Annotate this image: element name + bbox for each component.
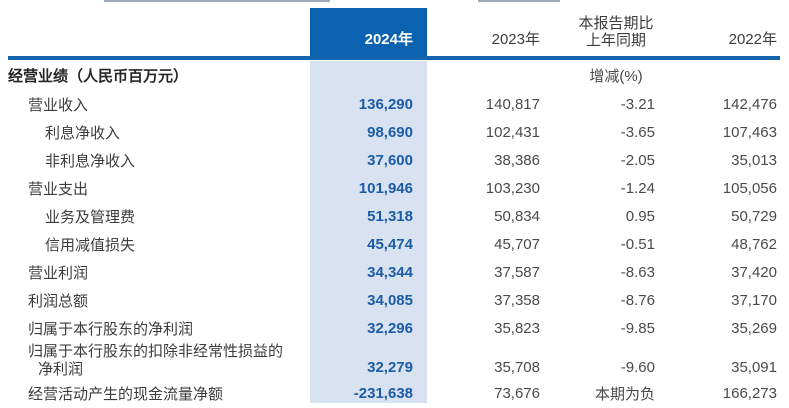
row-label: 营业利润 xyxy=(28,264,89,282)
value-2022: 166,273 xyxy=(722,384,777,402)
value-2024: 34,344 xyxy=(367,263,413,281)
value-change: -3.65 xyxy=(620,123,655,141)
header-divider-line xyxy=(8,56,780,60)
row-label: 营业收入 xyxy=(28,96,89,114)
table-row: 信用减值损失 45,474 45,707 -0.51 48,762 xyxy=(8,230,777,258)
value-2024: 98,690 xyxy=(367,123,413,141)
value-2024: 51,318 xyxy=(367,207,413,225)
value-2022: 35,013 xyxy=(731,151,777,169)
row-label: 利息净收入 xyxy=(45,124,121,142)
column-header-2024: 2024年 xyxy=(364,31,413,48)
value-2022: 107,463 xyxy=(722,123,777,141)
table-row: 经营活动产生的现金流量净额 -231,638 73,676 本期为负 166,273 xyxy=(8,379,777,407)
table-row: 归属于本行股东的净利润 32,296 35,823 -9.85 35,269 xyxy=(8,314,777,342)
value-2022: 35,269 xyxy=(731,319,777,337)
value-2023: 37,358 xyxy=(494,291,540,309)
value-2023: 102,431 xyxy=(485,123,540,141)
value-2022: 35,091 xyxy=(731,359,777,376)
value-2024: -231,638 xyxy=(353,384,413,402)
value-2023: 140,817 xyxy=(485,95,540,113)
value-2023: 35,708 xyxy=(494,359,540,376)
table-row: 营业支出 101,946 103,230 -1.24 105,056 xyxy=(8,174,777,202)
value-change: -1.24 xyxy=(620,179,655,197)
row-label-line2: 净利润 xyxy=(38,360,84,378)
value-2024: 45,474 xyxy=(367,235,413,253)
value-2024: 32,279 xyxy=(367,359,413,376)
column-header-2023: 2023年 xyxy=(491,31,540,48)
value-change: -2.05 xyxy=(620,151,655,169)
value-2022: 48,762 xyxy=(731,235,777,253)
value-2023: 103,230 xyxy=(485,179,540,197)
table-row: 营业收入 136,290 140,817 -3.21 142,476 xyxy=(8,90,777,118)
table-row: 归属于本行股东的扣除非经常性损益的 净利润 32,279 35,708 -9.60 35,… xyxy=(8,342,777,379)
value-2023: 37,587 xyxy=(494,263,540,281)
value-2022: 37,170 xyxy=(731,291,777,309)
value-2024: 101,946 xyxy=(358,179,413,197)
value-2023: 73,676 xyxy=(494,384,540,402)
table-row: 营业利润 34,344 37,587 -8.63 37,420 xyxy=(8,258,777,286)
row-label: 经营活动产生的现金流量净额 xyxy=(28,385,224,403)
change-unit-label: 增减(%) xyxy=(589,67,643,85)
row-label: 利润总额 xyxy=(28,292,89,310)
value-change: -8.63 xyxy=(620,263,655,281)
table-row: 利润总额 34,085 37,358 -8.76 37,170 xyxy=(8,286,777,314)
value-2023: 35,823 xyxy=(494,319,540,337)
column-header-change: 本报告期比 上年同期 xyxy=(540,15,657,60)
value-2024: 32,296 xyxy=(367,319,413,337)
value-2022: 142,476 xyxy=(722,95,777,113)
value-2022: 105,056 xyxy=(722,179,777,197)
table-body: 营业收入 136,290 140,817 -3.21 142,476 利息净收入 98,69… xyxy=(8,90,777,407)
row-label: 业务及管理费 xyxy=(45,208,136,226)
section-title: 经营业绩（人民币百万元） xyxy=(8,67,189,85)
column-header-2022: 2022年 xyxy=(728,31,777,48)
value-change: 本期为负 xyxy=(594,385,655,403)
column-header-row: 2024年 2023年 本报告期比 上年同期 2022年 xyxy=(8,0,777,60)
column-2024-highlight-background xyxy=(310,61,427,403)
value-2024: 34,085 xyxy=(367,291,413,309)
row-label-line1: 归属于本行股东的扣除非经常性损益的 xyxy=(28,342,284,360)
value-change: -0.51 xyxy=(620,235,655,253)
value-change: 0.95 xyxy=(625,207,655,225)
value-change: -9.60 xyxy=(620,359,655,376)
table-row: 业务及管理费 51,318 50,834 0.95 50,729 xyxy=(8,202,777,230)
column-header-change-line2: 上年同期 xyxy=(585,32,646,49)
table-row: 非利息净收入 37,600 38,386 -2.05 35,013 xyxy=(8,146,777,174)
value-2022: 37,420 xyxy=(731,263,777,281)
value-change: -3.21 xyxy=(620,95,655,113)
row-label: 信用减值损失 xyxy=(45,236,136,254)
row-label: 归属于本行股东的扣除非经常性损益的 净利润 xyxy=(8,342,310,379)
value-2023: 38,386 xyxy=(494,151,540,169)
value-2024: 37,600 xyxy=(367,151,413,169)
section-header-row: 经营业绩（人民币百万元） 增减(%) xyxy=(8,60,777,90)
value-2022: 50,729 xyxy=(731,207,777,225)
value-2023: 50,834 xyxy=(494,207,540,225)
row-label: 归属于本行股东的净利润 xyxy=(28,320,194,338)
value-change: -8.76 xyxy=(620,291,655,309)
table-row: 利息净收入 98,690 102,431 -3.65 107,463 xyxy=(8,118,777,146)
column-header-change-line1: 本报告期比 xyxy=(578,15,654,32)
column-2024-header-background xyxy=(310,8,427,58)
row-label: 非利息净收入 xyxy=(45,152,136,170)
value-change: -9.85 xyxy=(620,319,655,337)
cropped-content-fragment xyxy=(104,0,330,2)
value-2023: 45,707 xyxy=(494,235,540,253)
cropped-content-fragment xyxy=(478,0,560,2)
value-2024: 136,290 xyxy=(358,95,413,113)
row-label: 营业支出 xyxy=(28,180,89,198)
